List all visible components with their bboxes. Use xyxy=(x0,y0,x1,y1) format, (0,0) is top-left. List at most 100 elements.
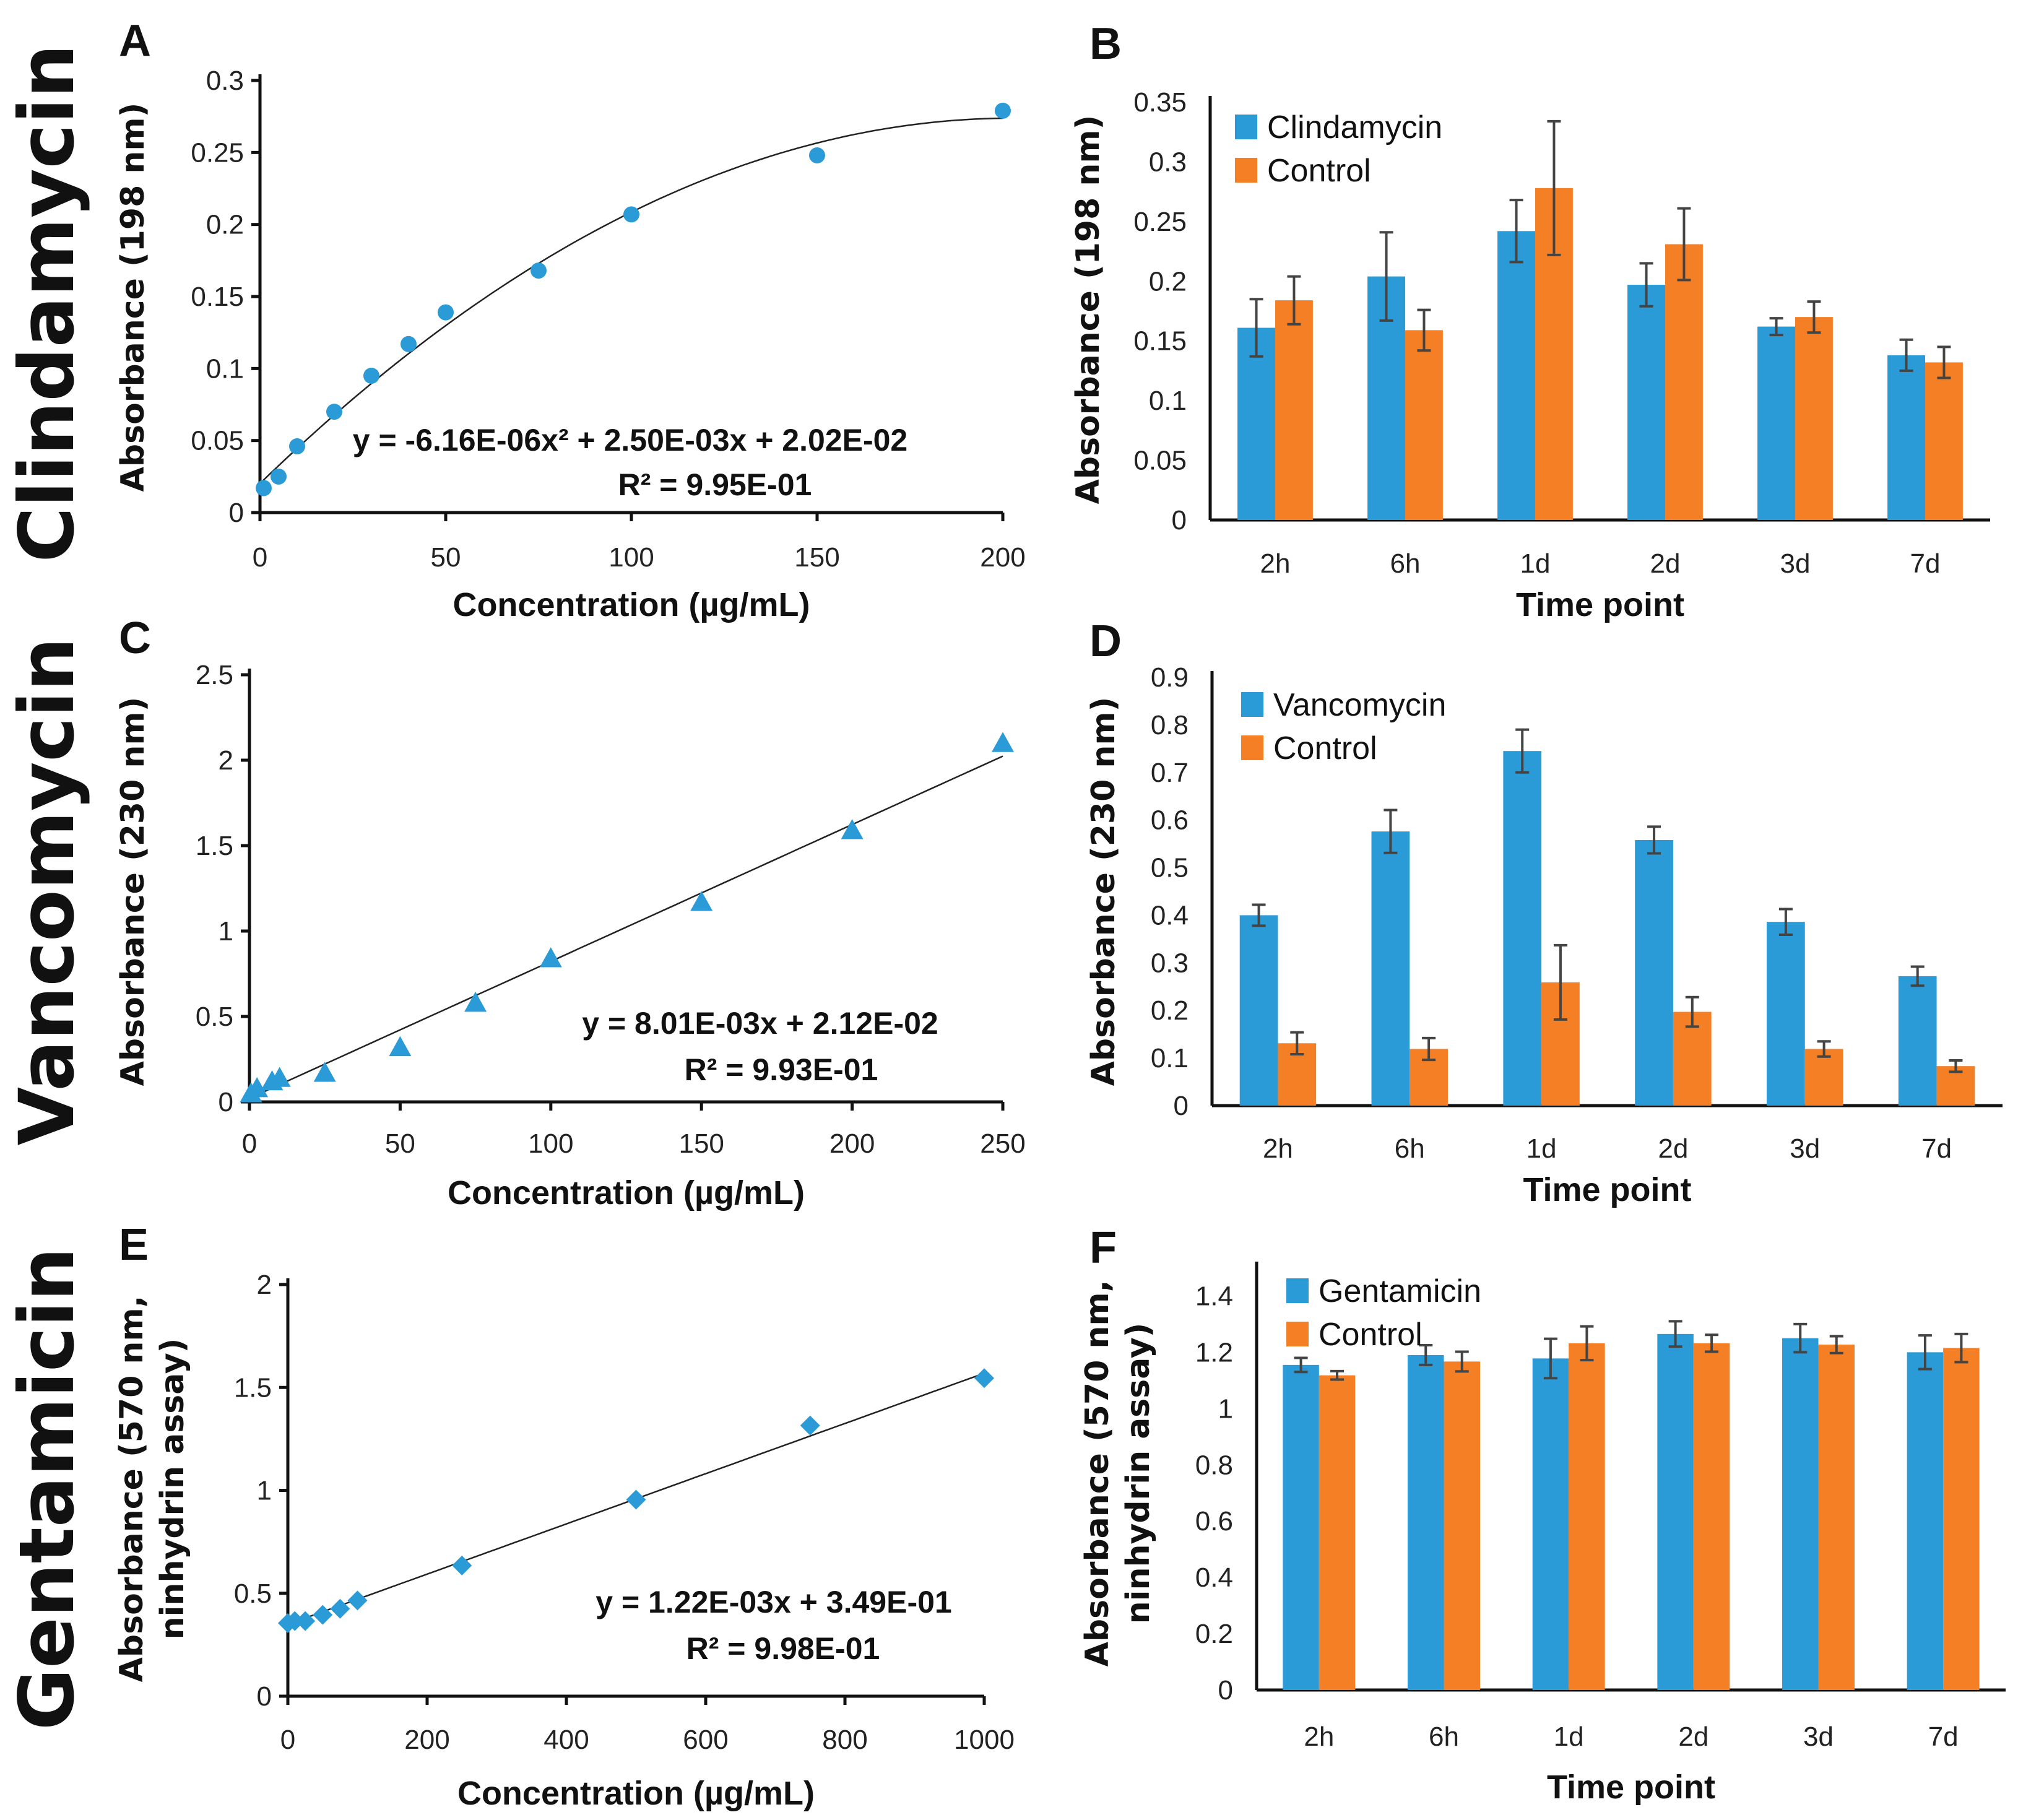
bar-control-3d xyxy=(1804,1049,1843,1106)
panel-c-vancomycin-standard-curve: C Absorbance (230 nm) 0 0.5 1 1.5 2 2.5 Concentr… xyxy=(115,613,1026,1211)
y-tick-label: 2 xyxy=(257,1270,272,1300)
y-tick-label: 2.5 xyxy=(196,660,233,690)
bar-gentamicin-7d xyxy=(1907,1352,1944,1690)
x-axis-title: Concentration (µg/mL) xyxy=(448,1174,805,1211)
legend-swatch-control xyxy=(1241,735,1263,760)
row-label-vancomycin: Vancomycin xyxy=(3,638,91,1146)
panel-letter: A xyxy=(119,16,151,66)
panel-d-vancomycin-release: D Absorbance (230 nm) 0 0.1 0.2 0.3 0.4 0.5 0.6 0… xyxy=(1085,617,2003,1208)
x-tick-label: 800 xyxy=(822,1725,867,1755)
y-tick-label: 0.7 xyxy=(1151,758,1189,788)
data-point xyxy=(623,206,639,223)
bar-control-1d xyxy=(1569,1343,1605,1690)
x-category-label: 2h xyxy=(1260,548,1291,579)
bar-control-3d xyxy=(1818,1345,1855,1690)
y-tick-label: 0.3 xyxy=(1151,948,1189,978)
x-category-label: 1d xyxy=(1554,1722,1584,1752)
bar-vancomycin-1d xyxy=(1503,751,1542,1106)
y-tick-label: 0.5 xyxy=(196,1002,233,1032)
x-category-label: 6h xyxy=(1429,1722,1459,1752)
bar-control-7d xyxy=(1943,1348,1980,1690)
y-tick-label: 0.3 xyxy=(206,66,244,96)
y-tick-label: 0.4 xyxy=(1195,1562,1233,1593)
y-tick-label: 0.1 xyxy=(1149,386,1187,416)
data-point xyxy=(995,102,1011,119)
bar-vancomycin-2h xyxy=(1239,915,1278,1106)
panel-b-clindamycin-release: B Absorbance (198 nm) 0 0.05 0.1 0.15 0.2 0.25 0… xyxy=(1070,19,1990,623)
y-axis-title: Absorbance (230 nm) xyxy=(115,697,152,1086)
panel-letter: E xyxy=(119,1220,149,1270)
y-tick-label: 1 xyxy=(257,1476,272,1506)
y-axis-title: Absorbance (198 nm) xyxy=(115,103,152,492)
x-tick-label: 200 xyxy=(404,1725,449,1755)
x-category-label: 2d xyxy=(1658,1133,1688,1164)
x-category-label: 2d xyxy=(1650,548,1681,579)
x-category-label: 2h xyxy=(1263,1133,1293,1164)
data-point xyxy=(452,1555,472,1575)
legend-swatch-vancomycin xyxy=(1241,692,1263,717)
x-tick-label: 0 xyxy=(280,1725,295,1755)
y-tick-label: 0.05 xyxy=(1133,446,1187,476)
y-axis-title-line-1: Absorbance (570 nm, xyxy=(113,1296,150,1683)
y-tick-label: 0.5 xyxy=(1151,853,1189,883)
x-category-label: 3d xyxy=(1790,1133,1820,1164)
bar-control-2h xyxy=(1319,1375,1356,1690)
bar-clindamycin-7d xyxy=(1887,355,1925,520)
y-tick-label: 2 xyxy=(219,745,233,776)
y-tick-label: 0.2 xyxy=(206,210,244,240)
bar-vancomycin-2d xyxy=(1635,839,1673,1106)
x-category-label: 2h xyxy=(1304,1722,1334,1752)
y-tick-label: 0.6 xyxy=(1151,805,1189,836)
legend-label-control: Control xyxy=(1273,730,1377,766)
trendline-equation: y = -6.16E-06x² + 2.50E-03x + 2.02E-02 xyxy=(353,423,907,457)
y-tick-label: 0 xyxy=(219,1087,233,1117)
x-tick-label: 200 xyxy=(980,542,1025,573)
y-tick-label: 0 xyxy=(1172,505,1187,535)
x-category-label: 3d xyxy=(1803,1722,1834,1752)
y-tick-label: 0.6 xyxy=(1195,1506,1233,1536)
x-tick-label: 100 xyxy=(528,1129,573,1159)
row-label-clindamycin: Clindamycin xyxy=(3,44,91,562)
x-tick-label: 400 xyxy=(543,1725,589,1755)
y-tick-label: 1.2 xyxy=(1195,1337,1233,1367)
bar-clindamycin-3d xyxy=(1757,326,1795,520)
x-axis-title: Concentration (µg/mL) xyxy=(453,586,810,623)
bar-gentamicin-6h xyxy=(1408,1354,1444,1690)
y-tick-label: 0.15 xyxy=(1133,326,1187,357)
y-tick-label: 0.35 xyxy=(1133,87,1187,118)
y-tick-label: 0.2 xyxy=(1149,266,1187,297)
r-squared-label: R² = 9.98E-01 xyxy=(686,1631,880,1666)
x-tick-label: 150 xyxy=(794,542,839,573)
data-point xyxy=(464,991,487,1012)
y-tick-label: 0.2 xyxy=(1195,1619,1233,1649)
panel-letter: D xyxy=(1089,617,1122,666)
y-tick-label: 0.1 xyxy=(206,353,244,384)
bar-vancomycin-3d xyxy=(1767,922,1805,1106)
bar-clindamycin-2d xyxy=(1627,285,1665,520)
panel-f-gentamicin-release: F Absorbance (570 nm, ninhydrin assay) 0 0.2… xyxy=(1079,1223,2006,1806)
panel-letter: F xyxy=(1089,1223,1117,1273)
y-tick-label: 0.25 xyxy=(1133,207,1187,237)
x-category-label: 1d xyxy=(1526,1133,1557,1164)
data-point xyxy=(347,1590,368,1611)
x-tick-label: 1000 xyxy=(954,1725,1015,1755)
y-tick-label: 0.8 xyxy=(1151,710,1189,740)
y-tick-label: 0 xyxy=(1174,1091,1189,1121)
y-axis-title: Absorbance (198 nm) xyxy=(1070,115,1107,505)
x-tick-label: 600 xyxy=(683,1725,728,1755)
data-point xyxy=(295,1611,316,1631)
data-point xyxy=(285,1611,305,1631)
data-point xyxy=(326,404,342,420)
trendline-equation: y = 8.01E-03x + 2.12E-02 xyxy=(582,1006,938,1041)
data-point xyxy=(974,1368,994,1389)
data-point xyxy=(363,367,379,384)
data-point xyxy=(800,1415,820,1436)
x-tick-label: 50 xyxy=(385,1129,415,1159)
bar-gentamicin-2h xyxy=(1283,1364,1319,1690)
legend-label-vancomycin: Vancomycin xyxy=(1273,687,1446,723)
y-tick-label: 1.5 xyxy=(234,1372,272,1403)
panel-letter: B xyxy=(1089,19,1122,69)
data-point xyxy=(690,891,713,911)
bar-control-2d xyxy=(1693,1343,1730,1690)
